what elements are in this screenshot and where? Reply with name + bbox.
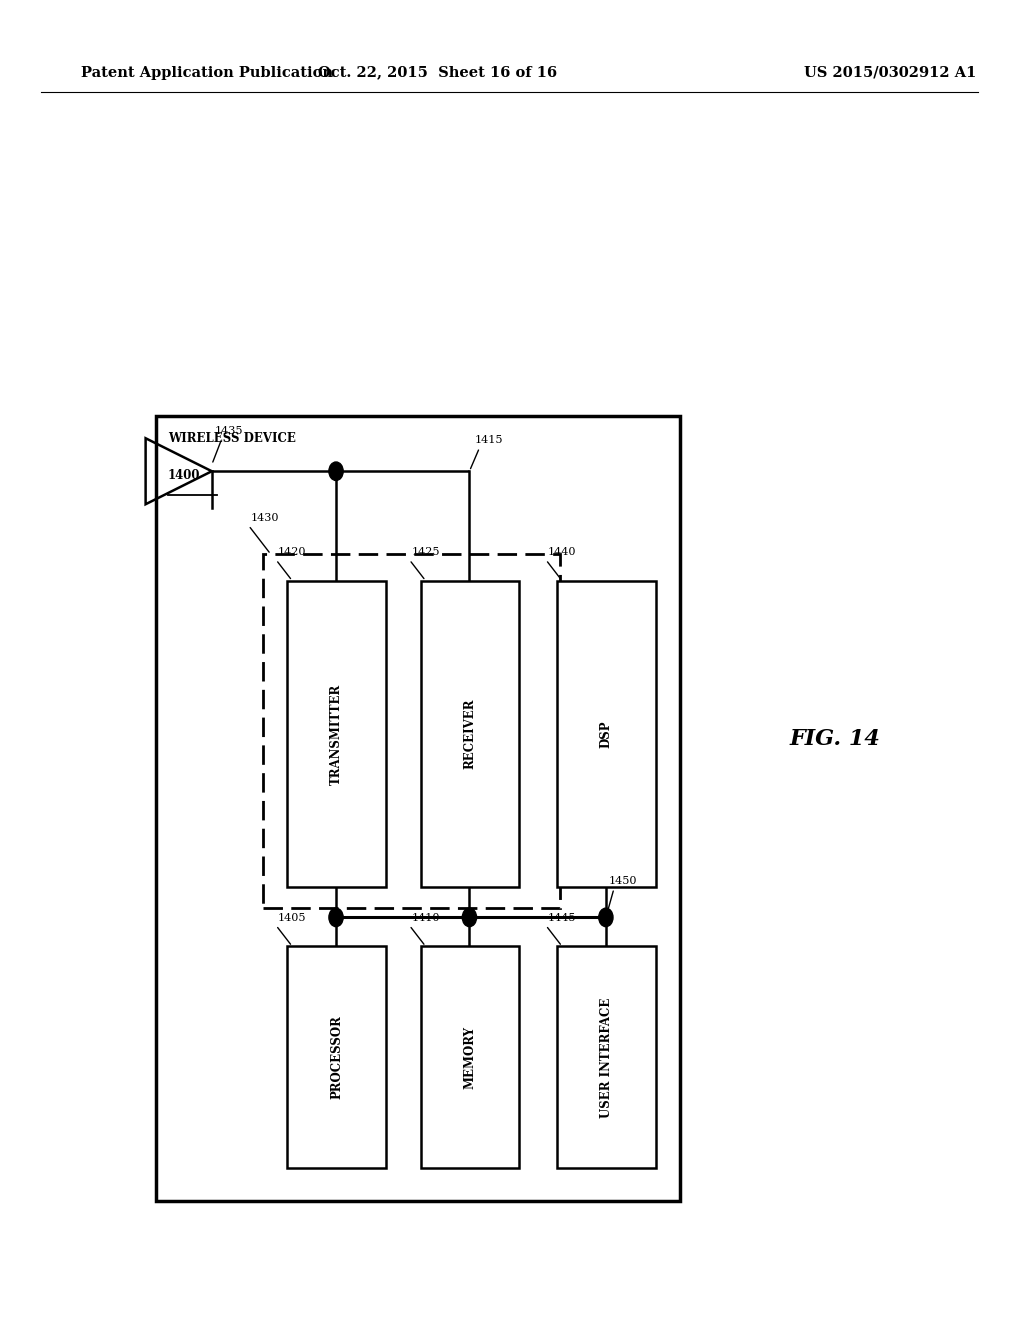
- Circle shape: [599, 908, 613, 927]
- Text: USER INTERFACE: USER INTERFACE: [600, 997, 613, 1118]
- Text: WIRELESS DEVICE: WIRELESS DEVICE: [168, 432, 296, 445]
- Bar: [287, 946, 386, 1168]
- Circle shape: [329, 462, 343, 480]
- Text: Oct. 22, 2015  Sheet 16 of 16: Oct. 22, 2015 Sheet 16 of 16: [318, 66, 557, 79]
- Text: US 2015/0302912 A1: US 2015/0302912 A1: [805, 66, 977, 79]
- Text: 1400: 1400: [168, 469, 201, 482]
- Text: 1425: 1425: [412, 546, 440, 557]
- Bar: [287, 581, 386, 887]
- Text: 1410: 1410: [412, 912, 440, 923]
- Bar: [263, 554, 560, 908]
- Text: RECEIVER: RECEIVER: [464, 698, 476, 770]
- Bar: [421, 946, 519, 1168]
- Text: Patent Application Publication: Patent Application Publication: [82, 66, 334, 79]
- Text: TRANSMITTER: TRANSMITTER: [330, 684, 343, 784]
- Text: FIG. 14: FIG. 14: [790, 729, 881, 750]
- Text: 1430: 1430: [251, 512, 279, 523]
- Text: 1405: 1405: [278, 912, 306, 923]
- Bar: [421, 581, 519, 887]
- Text: MEMORY: MEMORY: [464, 1026, 476, 1089]
- Text: 1440: 1440: [548, 546, 577, 557]
- Text: 1445: 1445: [548, 912, 577, 923]
- Bar: [156, 416, 680, 1201]
- Text: 1415: 1415: [474, 434, 503, 445]
- Circle shape: [462, 908, 476, 927]
- Bar: [557, 946, 655, 1168]
- Bar: [557, 581, 655, 887]
- Text: 1450: 1450: [609, 875, 637, 886]
- Circle shape: [329, 908, 343, 927]
- Text: 1420: 1420: [278, 546, 306, 557]
- Text: DSP: DSP: [600, 721, 613, 747]
- Text: PROCESSOR: PROCESSOR: [330, 1015, 343, 1100]
- Text: 1435: 1435: [215, 425, 244, 436]
